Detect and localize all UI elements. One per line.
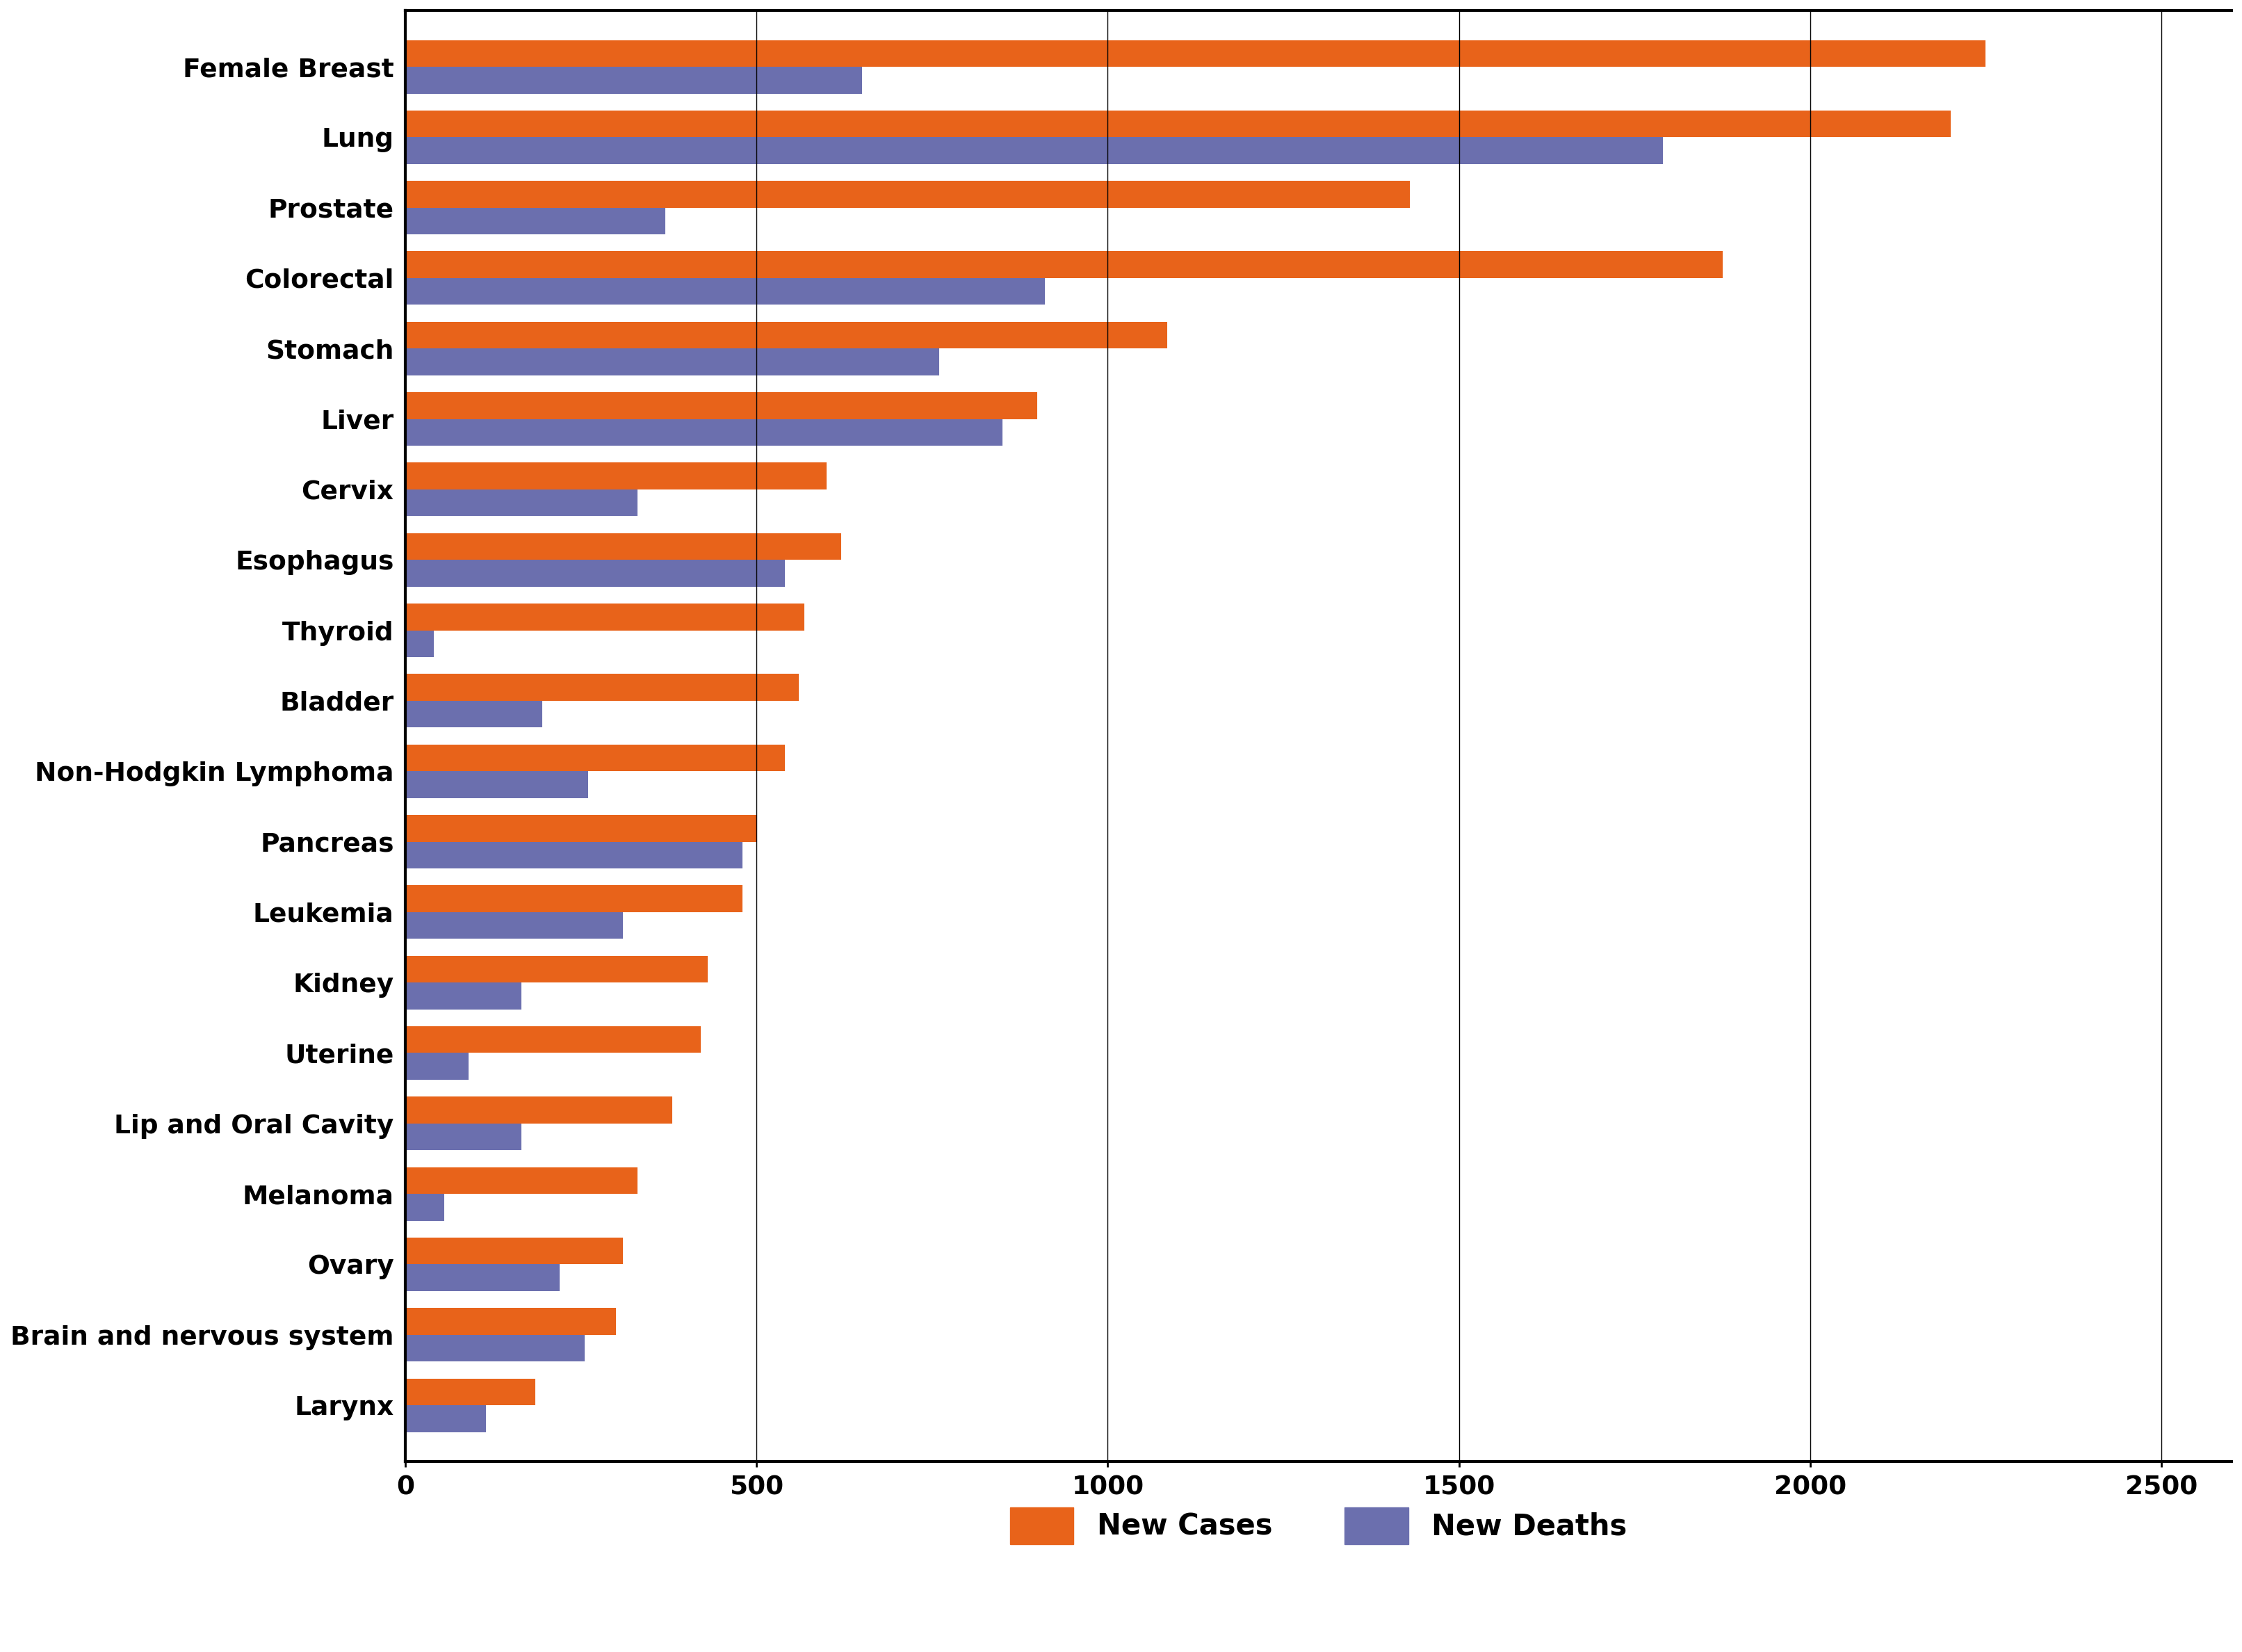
Bar [406, 1194, 444, 1221]
Bar [406, 745, 785, 771]
Bar [406, 1335, 585, 1361]
Bar [406, 841, 742, 869]
Legend: New Cases, New Deaths: New Cases, New Deaths [998, 1495, 1639, 1556]
Bar [406, 111, 1951, 137]
Bar [406, 1237, 623, 1264]
Bar [406, 700, 543, 727]
Bar [406, 1123, 522, 1150]
Bar [406, 137, 1664, 164]
Bar [406, 885, 742, 912]
Bar [406, 1378, 536, 1406]
Bar [406, 349, 939, 375]
Bar [406, 674, 798, 700]
Bar [406, 957, 708, 983]
Bar [406, 912, 623, 938]
Bar [406, 420, 1002, 446]
Bar [406, 631, 433, 657]
Bar [406, 1264, 560, 1292]
Bar [406, 603, 805, 631]
Bar [406, 251, 1722, 278]
Bar [406, 182, 1410, 208]
Bar [406, 463, 827, 489]
Bar [406, 1308, 617, 1335]
Bar [406, 983, 522, 1009]
Bar [406, 814, 756, 841]
Bar [406, 560, 785, 586]
Bar [406, 489, 637, 515]
Bar [406, 1166, 637, 1194]
Bar [406, 40, 1986, 66]
Bar [406, 278, 1045, 306]
Bar [406, 1052, 469, 1080]
Bar [406, 322, 1168, 349]
Bar [406, 208, 666, 235]
Bar [406, 1406, 487, 1432]
Bar [406, 392, 1038, 420]
Bar [406, 1097, 673, 1123]
Bar [406, 66, 861, 94]
Bar [406, 534, 841, 560]
Bar [406, 1026, 700, 1052]
Bar [406, 771, 587, 798]
